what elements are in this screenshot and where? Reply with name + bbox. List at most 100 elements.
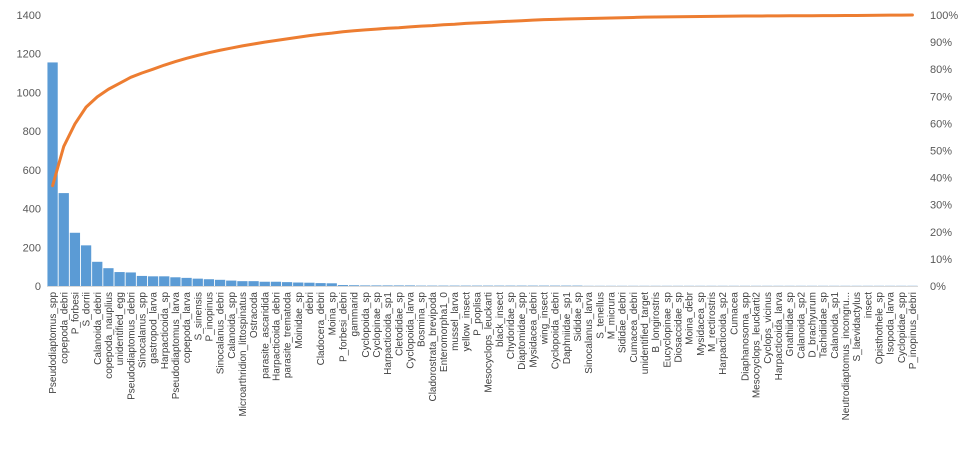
bar	[203, 279, 215, 286]
category-label: Calanoida_sp1	[830, 292, 841, 359]
category-label: Bosmina_sp	[417, 292, 428, 347]
right-axis-tick-label: 100%	[930, 10, 958, 22]
bar	[159, 276, 170, 286]
left-axis-tick-label: 600	[23, 165, 41, 177]
category-label: Sididae_sp	[573, 292, 584, 342]
bar	[114, 272, 125, 286]
cumulative-percent-line	[51, 13, 914, 188]
bar	[92, 261, 103, 286]
category-label: Sinocalanus_spp	[137, 292, 148, 369]
bar	[147, 276, 159, 286]
right-axis-tick-label: 40%	[930, 173, 952, 185]
category-label: Harpacticoida_larva	[774, 292, 785, 381]
left-axis-tick-label: 400	[23, 204, 41, 216]
bar	[393, 285, 404, 286]
category-label: Calanoida_debri	[93, 292, 104, 365]
category-label: M_rectirostris	[707, 292, 718, 352]
category-label: Tachidiidae_sp	[819, 292, 830, 359]
category-label: Moina_debr	[685, 291, 696, 344]
category-label: unidentified_egg	[115, 292, 126, 365]
category-label: Pseudodiaptomus_spp	[48, 292, 59, 394]
category-label: Diosaccidae_sp	[673, 292, 684, 363]
bar	[348, 285, 360, 286]
bar-series	[47, 62, 918, 287]
category-label: D_brachyurum	[807, 292, 818, 358]
category-label: P_poplisa	[472, 292, 483, 336]
category-label: Sinocalanus_debri	[216, 292, 227, 374]
category-label: debri	[305, 292, 316, 314]
category-label: Calanoida_spp	[227, 292, 238, 359]
category-label: wing_insect	[539, 292, 550, 345]
category-label: copepoda_larva	[182, 292, 193, 364]
bar	[315, 283, 326, 286]
category-label: S_tenellus	[595, 292, 606, 339]
category-label: S_laevidactylus	[852, 292, 863, 361]
category-label: Mesocyclops_leuckarti	[484, 292, 495, 393]
category-label: Moina_sp	[327, 292, 338, 336]
bar	[181, 277, 192, 286]
category-label: B_longirostris	[651, 292, 662, 353]
category-label: Cyclops_vicinus	[763, 292, 774, 364]
bar	[47, 62, 58, 287]
category-label: Harpacticoida_debri	[271, 292, 282, 381]
category-label: P_inopinus_debri	[908, 292, 919, 369]
category-label: Isopoda_larva	[886, 292, 897, 355]
category-label: Mysidacea_sp	[696, 292, 707, 356]
category-label: parasite_ascaridida	[260, 292, 271, 379]
category-label: Ostracoda	[249, 292, 260, 339]
bar	[371, 285, 382, 286]
category-label: Sinocalanus_larva	[584, 292, 595, 374]
category-label: parasite_trematoda	[283, 292, 294, 379]
bar	[382, 285, 393, 286]
category-label: copepoda_debri	[59, 292, 70, 364]
right-axis-tick-label: 90%	[930, 37, 952, 49]
bar	[326, 283, 337, 286]
category-label: Diaphanosoma_spp	[740, 292, 751, 381]
category-label: Gnathiidae_sp	[785, 292, 796, 357]
category-label: yellow_insect	[461, 292, 472, 352]
category-label: Harpacticoida_sp	[160, 292, 171, 370]
bar	[170, 277, 181, 286]
right-axis-tick-label: 60%	[930, 118, 952, 130]
left-axis-tick-label: 200	[23, 242, 41, 254]
bar	[404, 285, 416, 286]
left-axis-tick-labels: 0 200 400 600 800 1000 1200 1400	[17, 10, 41, 293]
bar	[226, 280, 237, 286]
bar	[103, 268, 114, 286]
category-label: Calanoida_sp2	[796, 292, 807, 359]
bar	[192, 278, 203, 286]
bar	[214, 279, 226, 286]
category-label: unidentified_target	[640, 292, 651, 375]
category-label: Harpacticoida_sp1	[383, 292, 394, 375]
left-axis-tick-label: 1400	[17, 10, 41, 22]
left-axis-tick-label: 1000	[17, 87, 41, 99]
right-axis-tick-label: 10%	[930, 254, 952, 266]
category-label: insect	[863, 292, 874, 318]
category-label: Mesocyclops_leuckarti2	[752, 292, 763, 399]
category-label: P_forbesi_debri	[338, 292, 349, 362]
category-label: Microarthridion_littospinatus	[238, 292, 249, 417]
category-label: Cumacea_debri	[629, 292, 640, 363]
category-label: Mysidacea_debri	[528, 292, 539, 368]
category-label: gastropod_larva	[149, 292, 160, 364]
bar	[281, 282, 293, 286]
bar	[293, 282, 304, 286]
category-label: Moinidae_sp	[294, 292, 305, 349]
category-labels: Pseudodiaptomus_spp copepoda_debri P_forbe…	[48, 291, 919, 420]
category-label: Daphniidae_sp1	[562, 292, 573, 365]
right-axis-tick-label: 50%	[930, 146, 952, 158]
category-label: Cyclopoida_debri	[551, 292, 562, 369]
category-label: mussel_larva	[450, 292, 461, 351]
category-label: Pseudodiaptomus_debri	[126, 292, 137, 400]
category-label: gammarid	[350, 292, 361, 336]
right-axis-tick-label: 20%	[930, 227, 952, 239]
category-label: black_insect	[495, 292, 506, 347]
category-label: Cyclopoida_larva	[405, 292, 416, 369]
category-label: copepoda_nauplius	[104, 292, 115, 379]
right-axis-tick-label: 0%	[930, 281, 946, 293]
category-label: S_sinensis	[193, 292, 204, 340]
category-label: S_dorrii	[82, 292, 93, 326]
right-axis-tick-label: 80%	[930, 64, 952, 76]
bar	[69, 232, 81, 286]
